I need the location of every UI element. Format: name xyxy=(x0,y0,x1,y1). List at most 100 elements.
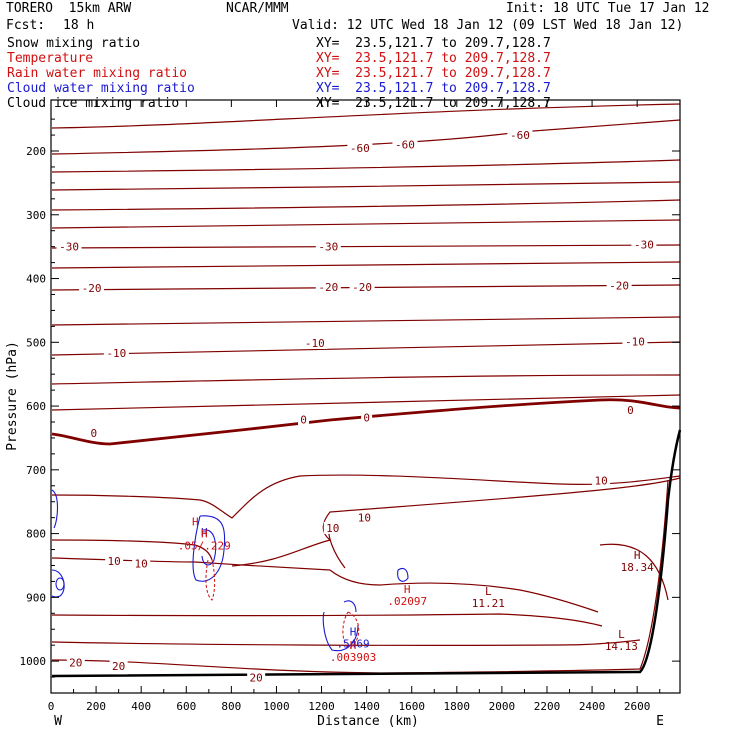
extremum-symbol: H xyxy=(350,626,357,639)
isotherm-label-background xyxy=(347,141,373,154)
isotherm-label-background xyxy=(355,511,374,524)
extremum-symbol: H xyxy=(201,526,208,539)
x-tick-label: 1000 xyxy=(263,700,290,713)
isotherm-label-background xyxy=(103,347,129,360)
isotherm-lines xyxy=(51,103,681,674)
isotherm-label-background xyxy=(302,336,328,349)
init-time: Init: 18 UTC Tue 17 Jan 12 xyxy=(506,1,710,16)
extrema-markers: HHH.05/.229H.5469H.003903H.02097L11.21H1… xyxy=(178,515,654,664)
isotherm-label: 0 xyxy=(300,413,307,426)
isotherm-label-background xyxy=(315,280,341,293)
isotherm-label-background xyxy=(79,282,105,295)
isotherm-label-background xyxy=(606,279,632,292)
isotherm-label-background xyxy=(349,280,375,293)
freezing-level-line xyxy=(51,398,681,446)
x-tick-label: 2000 xyxy=(489,700,516,713)
isotherm-label: -20 xyxy=(318,281,338,294)
cloud-water-contours xyxy=(51,489,409,652)
isotherm-label-background xyxy=(631,238,657,251)
isotherm-labels: -60 -60 -60 -30 -30 -30 -20 -20 -20 -20 -10 -10 -10 0… xyxy=(56,129,657,685)
isotherm-label: -60 xyxy=(350,142,370,155)
isotherm-label: -20 xyxy=(609,280,629,293)
y-tick-label: 200 xyxy=(26,145,46,158)
isotherm-label: 10 xyxy=(326,522,339,535)
isotherm-label: -60 xyxy=(510,129,530,142)
y-tick-label: 400 xyxy=(26,273,46,286)
isotherm-label-background xyxy=(105,555,124,568)
isotherm-label-background xyxy=(592,474,611,487)
isotherm-label-background xyxy=(132,557,151,570)
isotherm-label: -10 xyxy=(106,347,126,360)
isotherm-label-background xyxy=(323,521,342,534)
isotherm-label: -60 xyxy=(395,139,415,152)
extremum-value: 11.21 xyxy=(472,597,505,610)
extremum-value: .003903 xyxy=(330,651,376,664)
isotherm-label: 10 xyxy=(358,512,371,525)
extremum-symbol: H xyxy=(350,639,357,652)
isotherm-label-background xyxy=(56,240,82,253)
plot-frame xyxy=(50,99,681,694)
x-tick-label: 600 xyxy=(176,700,196,713)
field-name-cloud-water: Cloud water mixing ratio xyxy=(7,81,195,96)
valid-time: Valid: 12 UTC Wed 18 Jan 12 (09 LST Wed … xyxy=(292,18,684,33)
east-label: E xyxy=(656,714,664,729)
field-xy-temperature: XY= 23.5,121.7 to 209.7,128.7 xyxy=(316,51,551,66)
rain-water-contours xyxy=(205,559,360,649)
y-tick-label: 1000 xyxy=(20,655,47,668)
x-tick-label: 1400 xyxy=(353,700,380,713)
isotherm-label: -30 xyxy=(634,239,654,252)
isotherm-label: 0 xyxy=(627,404,634,417)
isotherm-label-background xyxy=(392,138,418,151)
field-xy-cloud-water: XY= 23.5,121.7 to 209.7,128.7 xyxy=(316,81,551,96)
x-tick-label: 2400 xyxy=(579,700,606,713)
y-tick-label: 900 xyxy=(26,591,46,604)
forecast-hour: 18 h xyxy=(63,18,95,33)
x-tick-label: 200 xyxy=(86,700,106,713)
isotherm-label: -10 xyxy=(625,336,645,349)
x-tick-label: 1600 xyxy=(398,700,425,713)
isotherm-label-background xyxy=(622,335,648,348)
isotherm-label-background xyxy=(507,129,533,142)
isotherm-label: 20 xyxy=(69,656,82,669)
isotherm-label: -30 xyxy=(59,241,79,254)
isotherm-label-background xyxy=(109,660,128,673)
extremum-symbol: H xyxy=(404,583,411,596)
x-tick-label: 1200 xyxy=(308,700,335,713)
isotherm-label: -20 xyxy=(82,282,102,295)
x-axis: 0 200 400 600 800 1000 1200 1400 1600 1800 2000 220… xyxy=(48,100,661,713)
extremum-symbol: L xyxy=(618,628,625,641)
extremum-value: .02097 xyxy=(387,595,427,608)
x-tick-label: 2200 xyxy=(534,700,561,713)
isotherm-label-background xyxy=(66,656,85,669)
isotherm-label-background xyxy=(361,411,373,424)
isotherm-label: 10 xyxy=(135,558,148,571)
x-tick-label: 400 xyxy=(131,700,151,713)
y-tick-label: 800 xyxy=(26,528,46,541)
y-tick-label: 500 xyxy=(26,336,46,349)
field-xy-rain: XY= 23.5,121.7 to 209.7,128.7 xyxy=(316,66,551,81)
isotherm-label-background xyxy=(88,426,100,439)
field-name-rain: Rain water mixing ratio xyxy=(7,66,188,81)
extremum-symbol: L xyxy=(485,585,492,598)
isotherm-label: 0 xyxy=(363,412,370,425)
extremum-value: 14.13 xyxy=(605,640,638,653)
extremum-symbol: H xyxy=(192,515,199,528)
isotherm-label: 10 xyxy=(108,555,121,568)
x-tick-label: 2600 xyxy=(624,700,651,713)
isotherm-label: 20 xyxy=(112,660,125,673)
y-tick-label: 600 xyxy=(26,400,46,413)
extremum-value: 18.34 xyxy=(621,561,654,574)
model-title: TORERO 15km ARW xyxy=(6,1,132,16)
isotherm-label: -10 xyxy=(305,337,325,350)
y-axis-title: Pressure (hPa) xyxy=(5,341,20,451)
west-label: W xyxy=(54,714,62,729)
terrain-line xyxy=(51,429,682,678)
isotherm-label: 10 xyxy=(594,475,607,488)
isotherm-label-background xyxy=(315,240,341,253)
x-tick-label: 1800 xyxy=(444,700,471,713)
isotherm-label: 20 xyxy=(250,672,263,685)
isotherm-label-background xyxy=(624,403,636,416)
source-label: NCAR/MMM xyxy=(226,1,289,16)
